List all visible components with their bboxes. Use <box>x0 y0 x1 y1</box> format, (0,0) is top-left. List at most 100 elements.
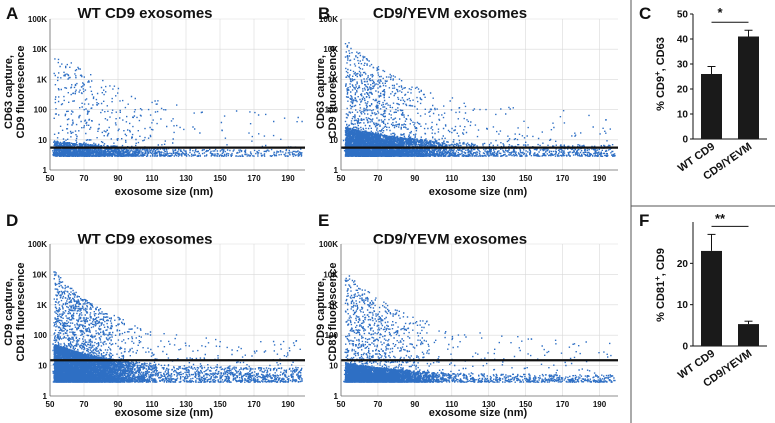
y-tick-label: 100K <box>319 15 338 24</box>
x-tick-label: 170 <box>556 400 570 409</box>
y-tick-label: 100 <box>325 106 339 115</box>
y-label-d-line2: CD81 fluorescence <box>15 262 27 361</box>
y-tick-label: 100 <box>34 331 48 340</box>
y-label-c-main: % CD9 <box>655 76 667 111</box>
y-tick-label: 1 <box>334 166 339 175</box>
y-tick-label: 1K <box>328 301 338 310</box>
y-tick-label: 1K <box>37 301 47 310</box>
panel-letter-b: B <box>318 4 330 23</box>
x-tick-label: 130 <box>482 400 496 409</box>
y-tick-label: 100 <box>34 106 48 115</box>
chart-title-e: CD9/YEVM exosomes <box>373 231 527 248</box>
x-tick-label: 190 <box>593 400 607 409</box>
y-tick-label: 40 <box>677 35 689 46</box>
y-tick-label: 20 <box>677 85 689 96</box>
panel-a: A WT CD9 exosomes CD63 capture, CD9 fluo… <box>3 4 214 198</box>
y-tick-label: 10 <box>38 362 47 371</box>
y-tick-label: 10K <box>323 270 338 279</box>
bar-2 <box>738 36 759 139</box>
y-label-c-sup: + <box>653 71 662 76</box>
x-tick-label: 170 <box>247 400 261 409</box>
x-tick-label: 150 <box>213 174 227 183</box>
x-tick-label: 150 <box>213 400 227 409</box>
panel-f: F % CD81+, CD9 ** <box>639 211 726 322</box>
y-label-f: % CD81+, CD9 <box>653 248 667 322</box>
y-label-f-rest: , CD9 <box>655 248 667 276</box>
chart-title-b: CD9/YEVM exosomes <box>373 5 527 22</box>
y-tick-label: 100K <box>28 240 47 249</box>
x-axis-label-a: exosome size (nm) <box>115 186 214 198</box>
x-axis-label-b: exosome size (nm) <box>429 186 528 198</box>
y-label-f-sup: + <box>653 276 662 281</box>
bar-1 <box>701 74 722 139</box>
y-tick-label: 1 <box>43 166 48 175</box>
x-tick-label: 150 <box>519 174 533 183</box>
y-label-c-rest: , CD63 <box>655 37 667 71</box>
x-tick-label: 110 <box>146 174 159 183</box>
x-tick-label: 110 <box>146 400 159 409</box>
y-tick-label: 1 <box>334 392 339 401</box>
y-tick-label: 10 <box>329 136 338 145</box>
y-tick-label: 50 <box>677 10 689 21</box>
y-tick-label: 0 <box>682 342 688 353</box>
x-tick-label: 190 <box>593 174 607 183</box>
y-tick-label: 10K <box>32 45 47 54</box>
bar-1 <box>701 250 722 346</box>
y-label-a-line1: CD63 capture, <box>3 55 15 129</box>
x-tick-label: 90 <box>114 174 123 183</box>
y-label-f-main: % CD81 <box>655 281 667 322</box>
scatter-points <box>343 275 616 383</box>
x-tick-label: 110 <box>445 174 458 183</box>
x-tick-label: 50 <box>46 400 55 409</box>
y-label-c: % CD9+, CD63 <box>653 37 667 111</box>
y-tick-label: 1K <box>37 75 47 84</box>
y-tick-label: 10K <box>32 270 47 279</box>
y-label-e-line2: CD81 fluorescence <box>327 262 339 361</box>
y-tick-label: 10 <box>329 362 338 371</box>
x-tick-label: 70 <box>80 174 89 183</box>
y-tick-label: 10 <box>677 110 689 121</box>
x-tick-label: 70 <box>80 400 89 409</box>
y-tick-label: 10K <box>323 45 338 54</box>
x-tick-label: 90 <box>410 174 419 183</box>
y-label-b-line2: CD9 fluorescence <box>327 46 339 139</box>
chart-title-a: WT CD9 exosomes <box>77 5 212 22</box>
x-tick-label: 130 <box>179 400 193 409</box>
y-tick-label: 1 <box>43 392 48 401</box>
panel-c: C % CD9+, CD63 * <box>639 4 723 111</box>
x-tick-label: 130 <box>179 174 193 183</box>
x-axis-label-d: exosome size (nm) <box>115 407 214 419</box>
chart-title-d: WT CD9 exosomes <box>77 231 212 248</box>
panel-letter-a: A <box>6 4 18 23</box>
x-tick-label: 70 <box>373 400 382 409</box>
y-tick-label: 30 <box>677 60 689 71</box>
y-tick-label: 20 <box>677 259 689 270</box>
scatter-points <box>52 58 303 158</box>
y-tick-label: 100K <box>28 15 47 24</box>
bar-2 <box>738 324 759 346</box>
x-tick-label: 190 <box>281 400 295 409</box>
panel-letter-e: E <box>318 211 329 230</box>
y-tick-label: 100K <box>319 240 338 249</box>
scatter-points <box>342 42 616 157</box>
x-tick-label: 170 <box>556 174 570 183</box>
panel-letter-c: C <box>639 4 651 23</box>
y-label-b-line1: CD63 capture, <box>315 55 327 129</box>
x-tick-label: 50 <box>337 174 346 183</box>
y-tick-label: 0 <box>682 135 688 146</box>
x-tick-label: 50 <box>337 400 346 409</box>
x-tick-label: 70 <box>373 174 382 183</box>
panel-e: E CD9/YEVM exosomes CD9 capture, CD81 fl… <box>315 211 528 419</box>
y-tick-label: 1K <box>328 75 338 84</box>
x-tick-label: 90 <box>114 400 123 409</box>
x-tick-label: 150 <box>519 400 533 409</box>
x-tick-label: 50 <box>46 174 55 183</box>
x-axis-label-e: exosome size (nm) <box>429 407 528 419</box>
y-label-e-line1: CD9 capture, <box>315 278 327 346</box>
